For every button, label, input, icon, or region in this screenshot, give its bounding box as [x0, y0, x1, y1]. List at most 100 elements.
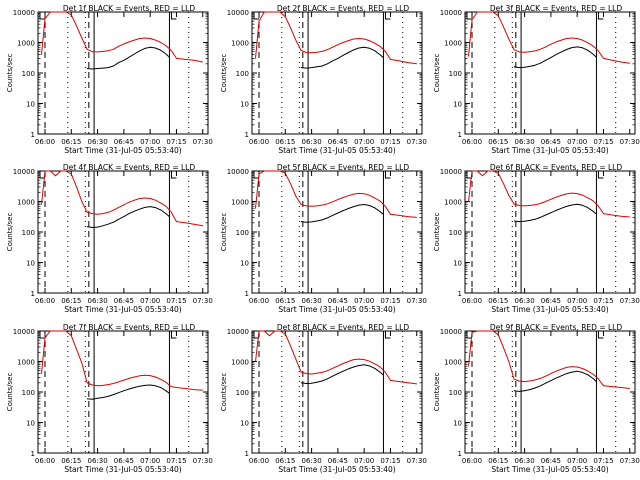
data-point-lld: [76, 186, 77, 188]
y-tick-label: 10000: [227, 9, 249, 17]
data-point-lld: [134, 199, 135, 201]
x-tick-label: 07:00: [140, 297, 160, 305]
data-point-events: [113, 394, 114, 395]
data-point-events: [513, 220, 515, 222]
data-point-events: [160, 209, 162, 211]
data-point-events: [555, 210, 557, 211]
data-point-events: [311, 221, 312, 223]
data-point-lld: [155, 199, 156, 201]
data-point-events: [379, 371, 381, 373]
data-point-lld: [620, 387, 622, 388]
data-point-events: [358, 47, 360, 49]
data-point-events: [342, 370, 344, 372]
x-axis-label: Start Time (31-Jul-05 05:53:40): [278, 305, 395, 314]
data-point-events: [337, 58, 339, 59]
data-point-lld: [107, 212, 109, 213]
data-point-lld: [576, 366, 578, 368]
data-point-lld: [390, 213, 391, 215]
data-point-lld: [497, 172, 499, 174]
data-point-lld: [44, 18, 46, 20]
x-axis-label: Start Time (31-Jul-05 05:53:40): [64, 305, 181, 314]
data-point-events: [134, 210, 135, 212]
x-tick-label: 06:15: [488, 297, 508, 305]
x-tick-label: 07:30: [407, 297, 427, 305]
data-point-lld: [316, 51, 318, 53]
data-point-lld: [529, 51, 531, 53]
panel-det-1: 1 10 100 1000 10000 06:00 06:15 06:30 06:45 07:00…: [6, 4, 213, 155]
data-point-lld: [165, 45, 167, 46]
data-point-events: [107, 396, 109, 397]
data-point-events: [327, 63, 328, 65]
data-point-events: [383, 57, 384, 58]
data-point-events: [169, 393, 170, 394]
data-point-events: [374, 367, 376, 369]
data-point-events: [332, 215, 333, 216]
data-point-events: [165, 53, 167, 55]
data-point-lld: [184, 388, 186, 389]
data-point-lld: [279, 11, 281, 13]
data-point-events: [155, 207, 156, 209]
plot-frame: [251, 11, 423, 135]
data-point-lld: [160, 378, 162, 380]
plot-frame: [464, 330, 636, 454]
data-point-lld: [597, 50, 599, 52]
data-point-lld: [176, 58, 177, 59]
x-tick-label: 07:00: [567, 297, 587, 305]
data-point-events: [596, 56, 597, 58]
data-point-lld: [263, 11, 265, 13]
data-point-events: [169, 216, 170, 218]
y-tick-label: 10: [453, 101, 462, 109]
data-point-events: [571, 47, 573, 48]
y-tick-label: 1000: [231, 199, 249, 207]
data-point-lld: [508, 361, 510, 362]
data-point-lld: [513, 203, 515, 205]
data-point-events: [107, 67, 109, 68]
data-point-lld: [284, 333, 286, 335]
series-line-events: [87, 384, 170, 400]
x-tick-label: 06:45: [114, 138, 134, 146]
data-point-events: [321, 380, 323, 382]
data-point-lld: [571, 366, 573, 367]
data-point-lld: [65, 11, 67, 13]
data-point-events: [379, 54, 381, 55]
data-point-events: [545, 59, 546, 61]
data-point-events: [348, 368, 349, 370]
x-tick-label: 06:45: [541, 297, 561, 305]
data-point-lld: [534, 50, 536, 52]
data-point-lld: [91, 213, 93, 215]
data-point-events: [311, 382, 312, 384]
data-point-events: [160, 49, 162, 51]
data-point-events: [332, 60, 333, 62]
data-point-lld: [513, 378, 515, 380]
panel-det-3: 1 10 100 1000 10000 06:00 06:15 06:30 06:45 07:00…: [433, 4, 640, 155]
data-point-lld: [342, 363, 344, 364]
y-tick-label: 1000: [444, 359, 462, 367]
data-point-events: [596, 381, 597, 382]
data-point-events: [518, 221, 520, 223]
data-point-events: [91, 227, 93, 228]
data-point-events: [139, 50, 141, 52]
x-tick-label: 06:45: [541, 457, 561, 465]
y-tick-label: 100: [449, 70, 462, 78]
data-point-events: [128, 213, 130, 215]
data-point-lld: [160, 42, 162, 43]
x-tick-label: 06:30: [514, 297, 534, 305]
y-tick-label: 1000: [17, 199, 35, 207]
y-axis-label: Counts/sec: [433, 54, 441, 93]
data-point-events: [327, 378, 328, 380]
data-point-events: [311, 67, 312, 68]
data-point-lld: [529, 205, 531, 206]
data-point-lld: [118, 381, 119, 383]
data-point-lld: [170, 50, 172, 51]
data-point-lld: [170, 211, 172, 213]
x-tick-label: 07:00: [567, 138, 587, 146]
data-point-events: [160, 387, 162, 388]
series-line-lld: [468, 330, 630, 389]
data-point-lld: [134, 376, 135, 378]
x-tick-label: 07:15: [380, 457, 400, 465]
data-point-events: [566, 206, 567, 207]
data-point-lld: [416, 383, 418, 385]
data-point-lld: [492, 170, 494, 172]
data-point-lld: [91, 51, 93, 53]
data-point-lld: [41, 204, 42, 205]
